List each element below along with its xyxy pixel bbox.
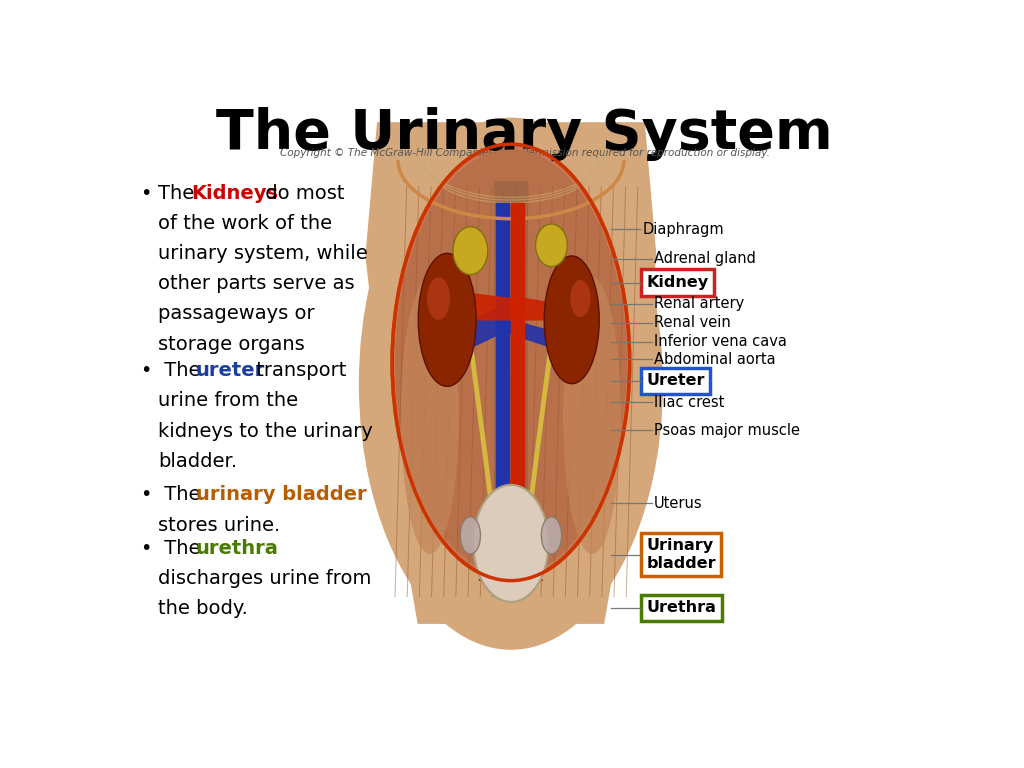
Text: •: • xyxy=(139,485,152,505)
Polygon shape xyxy=(511,203,524,479)
Ellipse shape xyxy=(427,277,451,319)
Text: The: The xyxy=(158,538,207,558)
Polygon shape xyxy=(511,479,543,581)
Text: •: • xyxy=(139,184,152,203)
Text: Inferior vena cava: Inferior vena cava xyxy=(654,334,787,349)
Text: storage organs: storage organs xyxy=(158,335,305,353)
Text: urethra: urethra xyxy=(196,538,279,558)
Polygon shape xyxy=(497,203,510,533)
Text: •: • xyxy=(139,538,152,558)
Text: •: • xyxy=(139,361,152,380)
Text: The: The xyxy=(158,184,201,203)
Text: kidneys to the urinary: kidneys to the urinary xyxy=(158,422,373,441)
Text: passageways or: passageways or xyxy=(158,304,314,323)
Text: other parts serve as: other parts serve as xyxy=(158,274,354,293)
Text: the body.: the body. xyxy=(158,599,248,618)
Text: stores urine.: stores urine. xyxy=(158,515,281,535)
Text: Adrenal gland: Adrenal gland xyxy=(654,251,756,266)
Text: The: The xyxy=(158,485,207,505)
Text: The: The xyxy=(158,361,207,380)
Text: Psoas major muscle: Psoas major muscle xyxy=(654,423,800,438)
Text: discharges urine from: discharges urine from xyxy=(158,569,372,588)
Ellipse shape xyxy=(542,517,561,554)
Ellipse shape xyxy=(395,150,627,575)
Text: Urinary
bladder: Urinary bladder xyxy=(646,538,716,571)
Text: do most: do most xyxy=(258,184,344,203)
Polygon shape xyxy=(367,123,655,623)
Ellipse shape xyxy=(392,144,630,581)
Polygon shape xyxy=(486,490,504,575)
Text: Copyright © The McGraw-Hill Companies, Inc. Permission required for reproduction: Copyright © The McGraw-Hill Companies, I… xyxy=(280,148,770,158)
Polygon shape xyxy=(465,310,507,346)
Bar xyxy=(494,181,528,597)
Text: Kidney: Kidney xyxy=(646,275,709,290)
Ellipse shape xyxy=(453,227,487,275)
Polygon shape xyxy=(497,319,557,346)
Ellipse shape xyxy=(563,277,621,554)
Text: ureter: ureter xyxy=(196,361,265,380)
Polygon shape xyxy=(479,479,515,581)
Text: transport: transport xyxy=(250,361,346,380)
Text: of the work of the: of the work of the xyxy=(158,214,332,233)
Text: Abdominal aorta: Abdominal aorta xyxy=(654,352,776,367)
Ellipse shape xyxy=(358,118,663,650)
Ellipse shape xyxy=(473,485,549,602)
Text: Renal artery: Renal artery xyxy=(654,296,744,311)
Text: Iliac crest: Iliac crest xyxy=(654,395,725,409)
Text: Ureter: Ureter xyxy=(646,373,705,389)
Text: urinary system, while: urinary system, while xyxy=(158,244,368,263)
Ellipse shape xyxy=(544,256,599,384)
Text: Diaphragm: Diaphragm xyxy=(642,222,724,237)
Polygon shape xyxy=(501,490,535,575)
Ellipse shape xyxy=(400,277,459,554)
Ellipse shape xyxy=(418,253,476,386)
Ellipse shape xyxy=(570,280,591,317)
Text: Kidneys: Kidneys xyxy=(191,184,279,203)
Ellipse shape xyxy=(536,224,567,266)
Polygon shape xyxy=(462,293,519,319)
Text: Uterus: Uterus xyxy=(654,495,702,511)
Text: Renal vein: Renal vein xyxy=(654,316,731,330)
Text: bladder.: bladder. xyxy=(158,452,238,471)
Polygon shape xyxy=(511,299,560,319)
Text: The Urinary System: The Urinary System xyxy=(216,107,834,161)
Text: urinary bladder: urinary bladder xyxy=(196,485,367,505)
Ellipse shape xyxy=(460,517,480,554)
Text: urine from the: urine from the xyxy=(158,392,298,410)
Text: Urethra: Urethra xyxy=(646,601,716,615)
